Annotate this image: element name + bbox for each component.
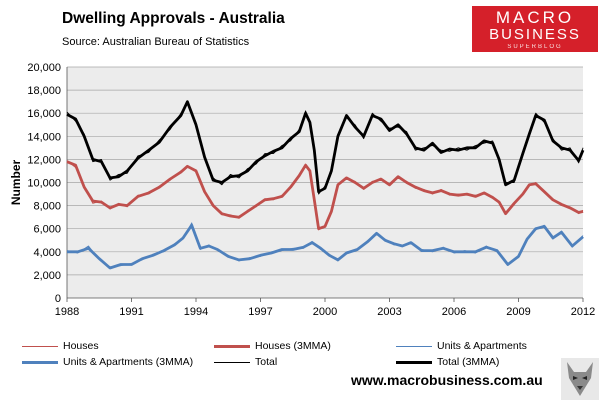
legend-label-units-3mma: Units & Apartments (3MMA) bbox=[63, 356, 194, 368]
x-tick-label: 2012 bbox=[571, 306, 595, 318]
series-line-houses bbox=[66, 160, 584, 231]
legend-swatch-units-3mma bbox=[22, 360, 58, 364]
legend-label-units: Units & Apartments bbox=[437, 340, 527, 352]
series-line-units-apartments bbox=[66, 222, 584, 268]
x-tick-label: 1988 bbox=[55, 306, 79, 318]
legend-item-total-3mma: Total (3MMA) bbox=[396, 356, 499, 368]
x-tick-label: 2009 bbox=[506, 306, 530, 318]
legend-label-total: Total bbox=[255, 356, 278, 368]
chart-title: Dwelling Approvals - Australia bbox=[62, 10, 285, 27]
y-tick-label: 16,000 bbox=[27, 108, 61, 120]
legend-swatch-houses-3mma bbox=[214, 344, 250, 348]
legend-label-total-3mma: Total (3MMA) bbox=[437, 356, 500, 368]
logo-line-2: BUSINESS bbox=[489, 26, 581, 43]
x-tick-label: 1997 bbox=[248, 306, 272, 318]
x-tick-label: 2003 bbox=[377, 306, 401, 318]
y-tick-label: 2,000 bbox=[33, 270, 61, 282]
legend-swatch-units bbox=[396, 345, 432, 347]
legend-swatch-total-3mma bbox=[396, 360, 432, 364]
y-axis-label: Number bbox=[9, 160, 23, 206]
x-tick-label: 1994 bbox=[184, 306, 208, 318]
legend-swatch-total bbox=[214, 361, 250, 363]
chart-source: Source: Australian Bureau of Statistics bbox=[62, 36, 250, 48]
x-tick-label: 2006 bbox=[442, 306, 466, 318]
legend-swatch-houses bbox=[22, 345, 58, 347]
series-line-total bbox=[66, 103, 584, 195]
legend-item-units: Units & Apartments bbox=[396, 340, 527, 352]
logo-line-3: SUPERBLOG bbox=[507, 44, 563, 50]
wolf-mascot-icon bbox=[561, 358, 599, 400]
y-tick-label: 18,000 bbox=[27, 85, 61, 97]
y-tick-label: 14,000 bbox=[27, 131, 61, 143]
website-url: www.macrobusiness.com.au bbox=[351, 372, 543, 388]
legend-item-total: Total bbox=[214, 356, 277, 368]
y-tick-label: 20,000 bbox=[27, 62, 61, 74]
y-tick-label: 12,000 bbox=[27, 154, 61, 166]
y-tick-label: 0 bbox=[55, 293, 61, 305]
macrobusiness-logo: MACRO BUSINESS SUPERBLOG bbox=[472, 6, 598, 52]
legend-item-houses: Houses bbox=[22, 340, 99, 352]
legend-item-units-3mma: Units & Apartments (3MMA) bbox=[22, 356, 193, 368]
legend-label-houses-3mma: Houses (3MMA) bbox=[255, 340, 331, 352]
legend-item-houses-3mma: Houses (3MMA) bbox=[214, 340, 331, 352]
x-tick-label: 2000 bbox=[313, 306, 337, 318]
y-tick-label: 10,000 bbox=[27, 178, 61, 190]
y-tick-label: 8,000 bbox=[33, 201, 61, 213]
x-tick-label: 1991 bbox=[119, 306, 143, 318]
legend-label-houses: Houses bbox=[63, 340, 99, 352]
y-tick-label: 6,000 bbox=[33, 224, 61, 236]
logo-line-1: MACRO bbox=[495, 8, 575, 27]
y-tick-label: 4,000 bbox=[33, 247, 61, 259]
